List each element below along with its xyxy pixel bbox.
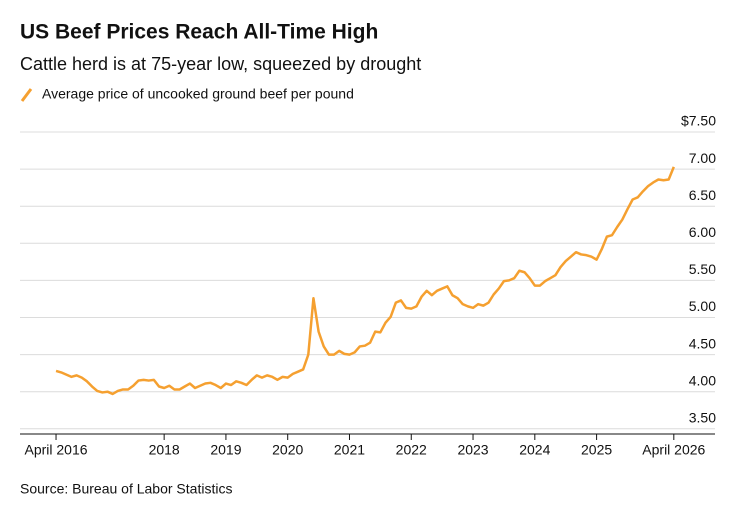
y-tick-label: 6.00 xyxy=(689,224,716,240)
x-tick-label: 2024 xyxy=(519,442,550,458)
x-tick-label: 2021 xyxy=(334,442,365,458)
y-tick-label: $7.50 xyxy=(681,113,716,129)
y-tick-label: 3.50 xyxy=(689,410,716,426)
x-tick-label: 2023 xyxy=(457,442,488,458)
x-tick-label: 2020 xyxy=(272,442,303,458)
x-tick-label: 2022 xyxy=(396,442,427,458)
chart-subtitle: Cattle herd is at 75-year low, squeezed … xyxy=(20,54,421,74)
x-tick-label: 2018 xyxy=(149,442,180,458)
y-tick-label: 4.50 xyxy=(689,335,716,351)
x-tick-label: April 2026 xyxy=(642,442,705,458)
y-tick-label: 5.00 xyxy=(689,298,716,314)
line xyxy=(55,166,675,396)
y-tick-label: 4.00 xyxy=(689,372,716,388)
source: Source: Bureau of Labor Statistics xyxy=(20,481,232,497)
y-tick-label: 7.00 xyxy=(689,150,716,166)
chart-title: US Beef Prices Reach All-Time High xyxy=(20,21,378,44)
y-tick-label: 6.50 xyxy=(689,187,716,203)
legend-label: Average price of uncooked ground beef pe… xyxy=(42,86,354,102)
x-tick-label: 2019 xyxy=(210,442,241,458)
legend-swatch xyxy=(20,88,33,102)
x-tick-label: April 2016 xyxy=(25,442,88,458)
x-tick-label: 2025 xyxy=(581,442,612,458)
y-tick-label: 5.50 xyxy=(689,261,716,277)
